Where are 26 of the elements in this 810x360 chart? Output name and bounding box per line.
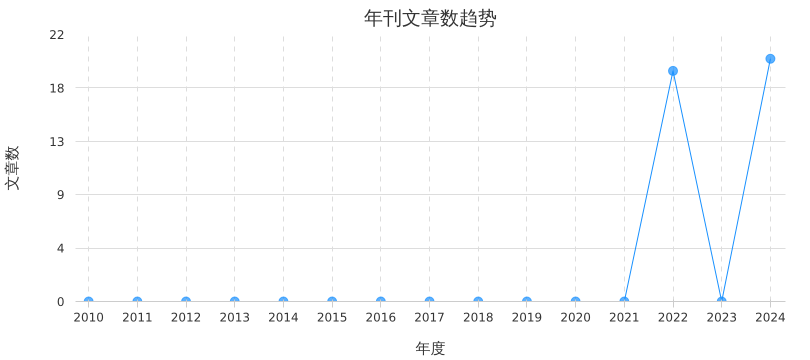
y-tick-label: 13 (49, 134, 65, 149)
y-tick-label: 0 (56, 295, 65, 309)
y-tick-label: 9 (56, 188, 65, 202)
x-tick-label: 2020 (560, 310, 591, 324)
x-tick-label: 2010 (73, 310, 104, 324)
x-tick-label: 2015 (316, 310, 348, 324)
x-tick-label: 2024 (755, 310, 786, 324)
x-tick-label: 2016 (366, 310, 396, 324)
chart-title: 年刊文章数趋势 (364, 8, 497, 30)
x-tick-label: 2013 (219, 310, 250, 324)
y-tick-label: 22 (49, 28, 65, 42)
y-tick-label: 18 (49, 81, 65, 96)
y-tick-label: 4 (56, 242, 65, 256)
x-tick-label: 2011 (122, 310, 153, 324)
x-tick-label: 2021 (609, 310, 640, 324)
x-tick-label: 2012 (170, 310, 202, 324)
x-tick-label: 2022 (658, 310, 688, 324)
x-tick-label: 2017 (414, 310, 445, 324)
point (765, 54, 776, 64)
x-tick-label: 2014 (268, 310, 299, 324)
x-axis-title: 年度 (416, 340, 446, 358)
y-axis-title: 文章数 (3, 146, 22, 190)
point (668, 66, 678, 76)
x-tick-label: 2023 (706, 310, 737, 324)
x-tick-label: 2019 (512, 310, 542, 324)
x-tick-label: 2018 (462, 310, 494, 324)
